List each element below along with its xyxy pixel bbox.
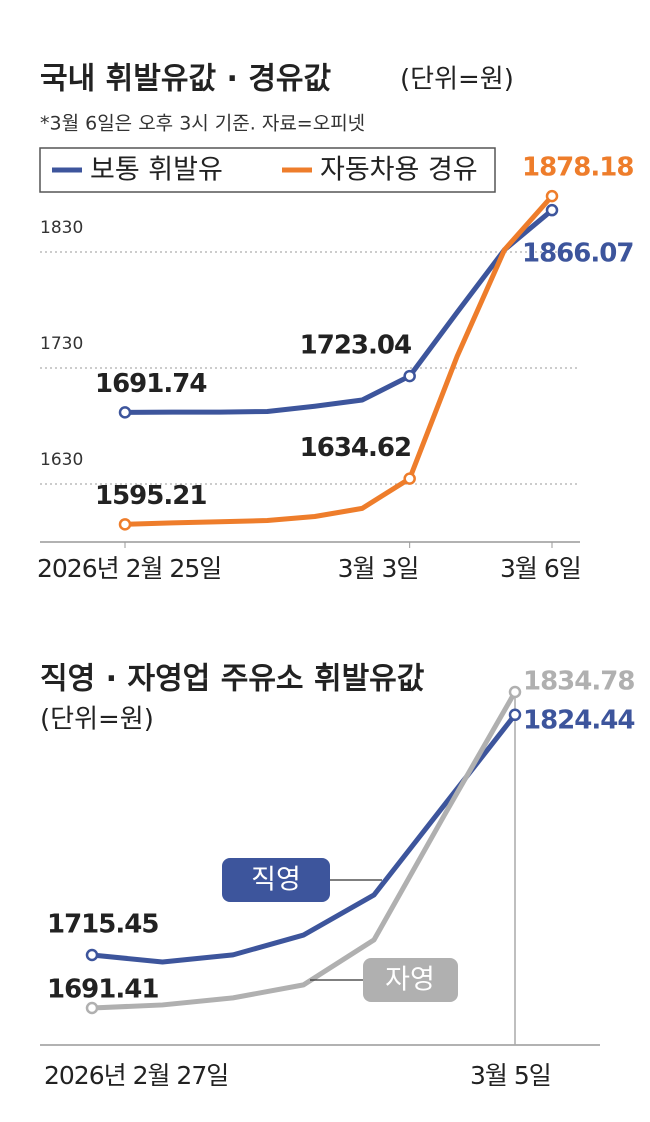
point-marker	[508, 708, 522, 722]
y-tick-label: 1730	[40, 334, 83, 354]
line	[124, 194, 554, 527]
line	[91, 713, 517, 965]
legend-label: 자동차용 경유	[320, 155, 478, 186]
legend-box	[39, 147, 496, 193]
point-marker	[545, 203, 559, 217]
y-tick-label: 1630	[40, 450, 83, 470]
data-label: 1866.07	[522, 239, 633, 269]
data-label: 1691.41	[47, 975, 158, 1005]
data-label: 1834.78	[523, 667, 634, 697]
point-marker	[85, 948, 99, 962]
x-tick-label: 2026년 2월 27일	[44, 1061, 228, 1090]
data-label: 1634.62	[300, 433, 411, 463]
subtitle: *3월 6일은 오후 3시 기준. 자료=오피넷	[40, 113, 365, 135]
line	[124, 208, 554, 415]
x-tick-label: 3월 5일	[470, 1061, 551, 1090]
point-marker	[508, 685, 522, 699]
legend-label: 보통 휘발유	[90, 155, 223, 186]
unit-label: (단위=원)	[40, 705, 154, 735]
data-label: 1715.45	[47, 910, 158, 940]
x-tick-label: 3월 3일	[338, 554, 419, 583]
x-tick-label: 3월 6일	[500, 554, 581, 583]
data-label: 1824.44	[523, 705, 634, 735]
data-label: 1691.74	[95, 369, 206, 399]
point-marker	[403, 472, 416, 485]
data-label: 1878.18	[522, 153, 633, 183]
data-label: 1595.21	[95, 481, 206, 511]
legend-badge	[363, 958, 458, 1002]
legend-badge	[222, 858, 330, 902]
point-marker	[118, 406, 132, 419]
y-tick-label: 1830	[40, 218, 83, 238]
line	[91, 690, 518, 1011]
chart-title: 직영 · 자영업 주유소 휘발유값	[40, 662, 425, 697]
chart-title: 국내 휘발유값 · 경유값	[40, 62, 332, 97]
point-marker	[85, 1001, 99, 1015]
legend-label: 직영	[251, 865, 301, 896]
x-tick-label: 2026년 2월 25일	[37, 554, 221, 583]
point-marker	[118, 518, 132, 531]
point-marker	[545, 189, 559, 203]
legend-label: 자영	[385, 965, 435, 996]
point-marker	[403, 369, 416, 383]
unit-label: (단위=원)	[400, 65, 514, 95]
data-label: 1723.04	[300, 331, 411, 361]
